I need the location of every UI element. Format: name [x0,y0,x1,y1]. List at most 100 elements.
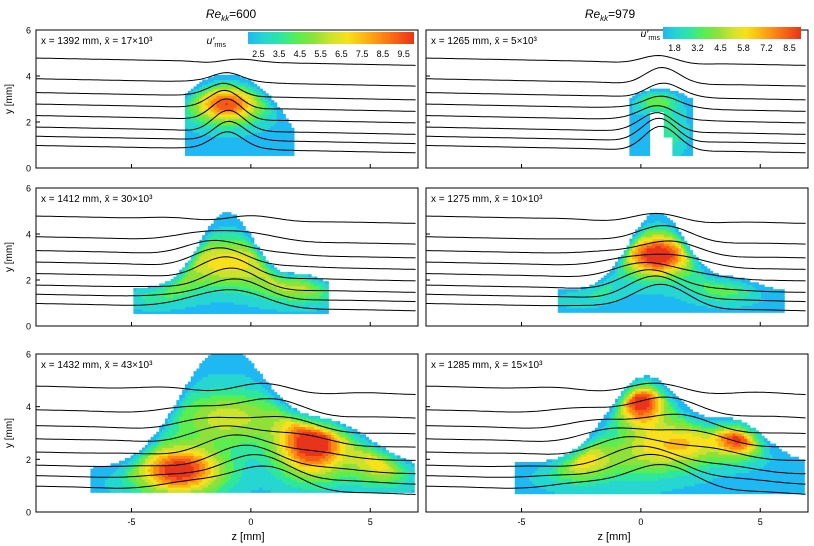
panel-left-2: 0 2 4 6 y [mm] x = 1412 mm, x̄ = 30×10³ [4,184,419,332]
contour-line [36,256,416,282]
y-tick-label: 4 [26,230,31,240]
contour-line [36,120,416,145]
contour-line [426,464,806,495]
contour-line [426,125,806,154]
contour-line [426,396,806,419]
contour-line [36,416,416,435]
y-axis-label: y [mm] [4,242,15,272]
contour-line [36,82,416,101]
contour-line [426,112,806,135]
contour-line [36,434,416,461]
axes-frame [35,29,419,169]
contour-line [36,398,416,419]
contour-line [426,66,806,87]
x-axis-label-right: z [mm] [598,531,631,543]
contour-line [36,444,416,475]
panel-right-3: -5 0 5 x = 1285 mm, x̄ = 15×10³ [425,353,809,527]
contour-line [426,54,806,66]
colorbar-tick-label: 1.8 [668,43,681,53]
contour-line [36,382,416,395]
contour-lines [36,215,416,312]
contour-line [426,262,806,282]
y-axis-label: y [mm] [4,418,15,448]
y-tick-label: 0 [26,508,31,518]
contour-line [36,278,416,303]
contour-line [426,95,806,112]
contour-lines [36,57,416,154]
colorbar-tick-label: 9.5 [397,49,410,59]
contour-line [36,454,416,485]
column-title-right: Rekk=979 [585,7,636,23]
contour-line [36,289,416,312]
contour-line [36,57,416,66]
colorbar-tick-label: 7.2 [760,43,773,53]
colorbar-tick-label: 6.5 [335,49,348,59]
column-title-left: Rekk=600 [206,7,257,23]
y-tick-label: 0 [26,164,31,174]
heatmap [514,375,805,495]
contour-line [36,247,416,270]
panel-annotation: x = 1432 mm, x̄ = 43×10³ [41,360,153,371]
panel-annotation: x = 1285 mm, x̄ = 15×10³ [431,360,543,371]
axes-frame [425,353,809,513]
y-tick-label: 2 [26,455,31,465]
contour-line [426,117,806,145]
y-tick-label: 0 [26,322,31,332]
axes-frame [425,187,809,327]
y-tick-label: 6 [26,350,31,360]
colorbar-tick-label: 4.5 [294,49,307,59]
heatmap [90,354,415,493]
panel-annotation: x = 1392 mm, x̄ = 17×10³ [41,36,153,47]
panel-left-1: 0 2 4 6 y [mm] x = 1392 mm, x̄ = 17×10³ [4,26,419,174]
contour-line [426,445,806,475]
colorbar-tick-label: 3.5 [273,49,286,59]
x-tick-label: 5 [758,517,763,527]
colorbar-tick-label: 8.5 [783,43,796,53]
colorbar-gradient [663,27,801,39]
contour-line [36,131,416,154]
panel-right-2: x = 1275 mm, x̄ = 10×10³ [425,187,809,327]
x-tick-label: 5 [368,517,373,527]
contour-lines [36,382,416,495]
contour-line [36,230,416,245]
contour-lines [426,382,806,495]
contour-line [36,425,416,448]
y-axis-label: y [mm] [4,84,15,114]
x-tick-label: -5 [127,517,135,527]
contour-line [36,465,416,495]
contour-line [426,413,806,434]
contour-line [426,436,806,461]
colorbar-tick-label: 3.2 [691,43,704,53]
contour-line [426,105,806,124]
contour-line [426,427,806,448]
x-axis-label-left: z [mm] [232,531,265,543]
y-tick-label: 4 [26,402,31,412]
contour-line [36,72,416,87]
y-tick-label: 6 [26,26,31,36]
contour-lines [426,212,806,312]
contour-line [426,283,806,312]
panels-layer: 0 2 4 6 y [mm] x = 1392 mm, x̄ = 17×10³ 0 2 4 6 y … [4,26,809,527]
contour-line [36,267,416,293]
contour-line [426,253,806,270]
colorbar-tick-label: 8.5 [377,49,390,59]
panel-annotation: x = 1265 mm, x̄ = 5×10³ [431,36,538,47]
contour-line [426,82,806,101]
x-tick-label: -5 [517,517,525,527]
colorbar-right: u′rms 1.8 3.2 4.5 5.8 7.2 8.5 [641,27,801,53]
axes-frame [35,353,419,513]
contour-line [426,382,806,396]
contour-line [36,98,416,124]
y-tick-label: 4 [26,72,31,82]
heatmap [557,213,785,313]
panel-left-3: 0 2 4 6 -5 0 5 y [mm] x = 1432 mm, x̄ = 43×10³ [4,350,419,527]
y-tick-label: 6 [26,184,31,194]
axes-frame [35,187,419,327]
heatmap [133,212,329,314]
contour-line [36,109,416,135]
panel-annotation: x = 1275 mm, x̄ = 10×10³ [431,194,543,205]
colorbar-tick-label: 4.5 [714,43,727,53]
colorbar-tick-label: 5.5 [314,49,327,59]
axes-frame [425,29,809,169]
